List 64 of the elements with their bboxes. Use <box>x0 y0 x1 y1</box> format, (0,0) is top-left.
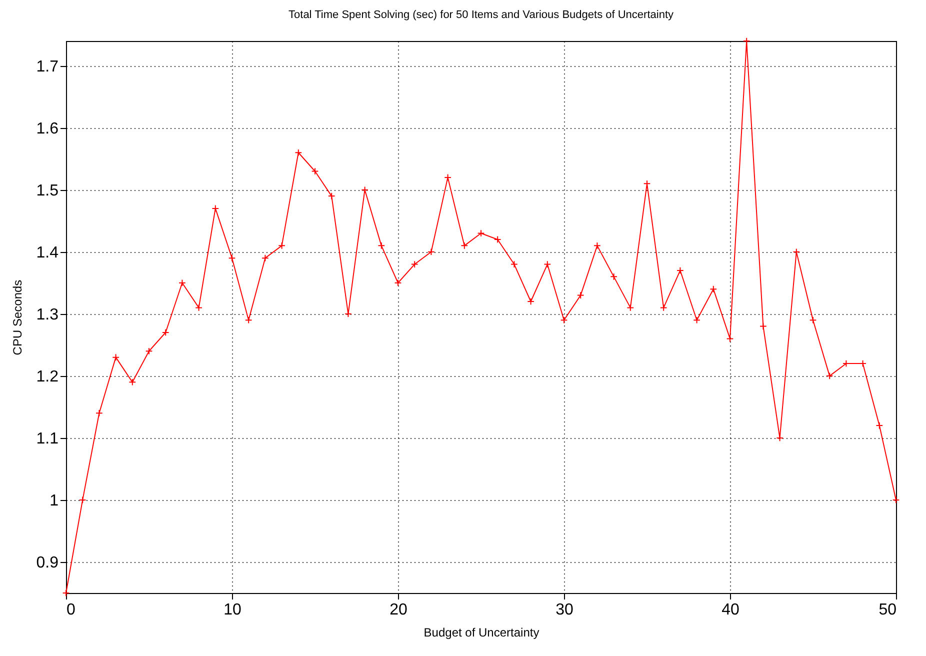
point <box>328 192 336 200</box>
point <box>892 496 900 504</box>
point <box>128 378 136 386</box>
point <box>428 248 435 256</box>
point <box>477 230 485 237</box>
point <box>394 279 402 287</box>
x-tick-label: 30 <box>556 602 574 618</box>
point <box>228 254 236 262</box>
x-tick-label: 0 <box>66 602 76 618</box>
point <box>610 273 618 280</box>
point <box>62 589 70 597</box>
point <box>178 279 186 287</box>
x-tick-label: 10 <box>224 602 242 618</box>
point <box>262 254 269 262</box>
point <box>162 328 170 336</box>
y-tick-label: 0.9 <box>36 554 59 572</box>
point <box>710 285 718 293</box>
point <box>726 335 734 342</box>
y-tick-label: 1.1 <box>36 430 59 448</box>
point <box>444 174 452 182</box>
point <box>576 292 584 299</box>
point <box>792 248 800 256</box>
point <box>676 266 684 274</box>
point <box>626 304 634 312</box>
point <box>278 242 286 250</box>
point <box>244 316 252 324</box>
point <box>195 304 202 312</box>
y-tick-label: 1.7 <box>36 58 59 76</box>
point <box>693 316 700 324</box>
point <box>410 260 418 268</box>
point <box>294 148 302 156</box>
y-tick-label: 1.6 <box>36 120 59 138</box>
point <box>760 322 767 330</box>
x-tick-label: 50 <box>878 602 897 618</box>
x-tick-label: 40 <box>722 602 740 618</box>
point <box>212 204 220 212</box>
point <box>527 298 534 306</box>
point <box>742 37 750 45</box>
point <box>145 347 153 355</box>
y-tick-label: 1.5 <box>36 182 59 200</box>
chart-title: Total Time Spent Solving (sec) for 50 Items and Various Budgets of Uncertainty <box>288 8 674 21</box>
y-tick-label: 1.4 <box>36 244 59 262</box>
x-axis-title: Budget of Uncertainty <box>424 626 540 640</box>
point <box>510 260 518 268</box>
point <box>112 354 120 361</box>
point <box>311 168 319 175</box>
point <box>96 409 103 417</box>
point <box>78 496 86 504</box>
y-tick-label: 1.2 <box>36 368 59 386</box>
point <box>826 372 834 380</box>
y-tick-label: 1.3 <box>36 306 59 324</box>
point <box>544 260 552 268</box>
y-axis-title: CPU Seconds <box>10 280 24 356</box>
point <box>361 186 368 194</box>
point <box>378 242 386 250</box>
point <box>809 316 817 324</box>
point <box>660 304 668 312</box>
point <box>876 422 884 430</box>
point <box>460 242 468 250</box>
point <box>560 316 568 324</box>
x-tick-label: 20 <box>390 602 408 618</box>
y-tick-label: 1 <box>50 492 59 510</box>
point <box>494 236 502 244</box>
point <box>594 242 601 250</box>
